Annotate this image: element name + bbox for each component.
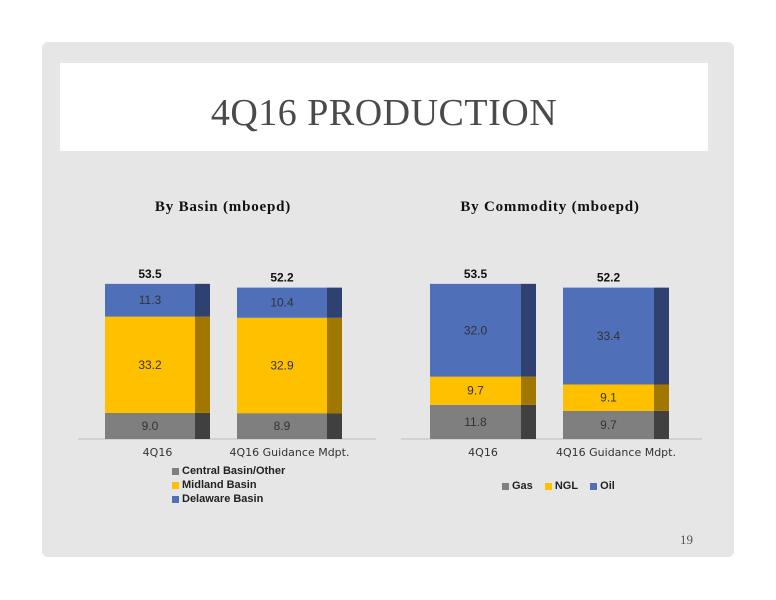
bar-segment	[105, 316, 195, 413]
bar-segment	[563, 287, 654, 385]
basin-legend: Central Basin/Other Midland Basin Delawa…	[172, 464, 285, 506]
bar-segment-side	[521, 404, 536, 439]
legend-swatch-blue	[172, 495, 179, 503]
bar-segment-side	[521, 283, 536, 377]
legend-swatch-yellow	[172, 481, 179, 489]
x-tick-label: 4Q16 Guidance Mdpt.	[556, 446, 676, 459]
data-label: 8.9	[274, 419, 291, 433]
data-label: 9.0	[142, 419, 159, 433]
data-label: 32.0	[464, 323, 488, 337]
legend-item-ngl: NGL	[544, 479, 579, 493]
legend-swatch-blue	[590, 482, 598, 490]
bar-segment	[237, 287, 327, 318]
data-label: 9.7	[467, 384, 484, 398]
legend-swatch-yellow	[544, 482, 552, 490]
bar-segment-side	[654, 384, 669, 411]
data-label: 9.1	[600, 391, 617, 405]
bar-segment	[430, 283, 521, 377]
bar-segment	[430, 376, 521, 405]
legend-swatch-gray	[172, 467, 179, 475]
total-label: 53.5	[464, 267, 488, 281]
basin-chart-title: By Basin (mboepd)	[154, 199, 292, 215]
bar-segment	[563, 384, 654, 411]
legend-swatch-gray	[502, 482, 509, 490]
x-tick-label: 4Q16 Guidance Mdpt.	[230, 446, 350, 459]
total-label: 52.2	[597, 271, 621, 285]
data-label: 11.8	[464, 415, 487, 429]
bar-segment-side	[521, 376, 536, 405]
total-label: 52.2	[270, 271, 294, 285]
legend-label: Midland Basin	[182, 479, 257, 491]
commodity-chart-title: By Commodity (mboepd)	[460, 199, 640, 215]
data-label: 11.3	[139, 293, 162, 307]
bar-segment-side	[327, 317, 342, 414]
data-label: 33.2	[138, 358, 162, 372]
bar-segment	[563, 410, 654, 439]
bar-segment	[105, 412, 195, 439]
bar-segment	[105, 283, 195, 317]
x-tick-label: 4Q16	[143, 446, 173, 459]
bar-segment-side	[654, 287, 669, 385]
page-number: 19	[680, 532, 693, 547]
title-box: 4Q16 PRODUCTION	[56, 59, 712, 155]
bar-segment-side	[195, 316, 210, 413]
bar-segment	[237, 317, 327, 414]
legend-label: Gas	[512, 480, 533, 492]
legend-label: NGL	[554, 480, 579, 492]
bar-segment-side	[327, 287, 342, 318]
commodity-legend: Gas NGL Oil	[502, 479, 624, 493]
total-label: 53.5	[138, 267, 162, 281]
legend-label: Delaware Basin	[182, 493, 264, 505]
bar-segment-side	[327, 413, 342, 439]
bar-segment-side	[195, 283, 210, 317]
x-tick-label: 4Q16	[468, 446, 498, 459]
legend-label: Oil	[600, 480, 615, 492]
legend-item-central-basin: Central Basin/Other	[172, 464, 285, 478]
legend-item-delaware-basin: Delaware Basin	[172, 492, 285, 506]
bar-segment	[237, 413, 327, 439]
data-label: 9.7	[600, 418, 617, 432]
data-label: 32.9	[270, 358, 294, 372]
legend-item-gas: Gas	[502, 479, 533, 493]
bar-segment-side	[195, 412, 210, 439]
bar-segment-side	[654, 410, 669, 439]
legend-label: Central Basin/Other	[182, 465, 286, 477]
legend-item-oil: Oil	[590, 479, 615, 493]
bar-segment	[430, 404, 521, 439]
data-label: 33.4	[597, 329, 621, 343]
legend-item-midland-basin: Midland Basin	[172, 478, 285, 492]
data-label: 10.4	[270, 296, 294, 310]
